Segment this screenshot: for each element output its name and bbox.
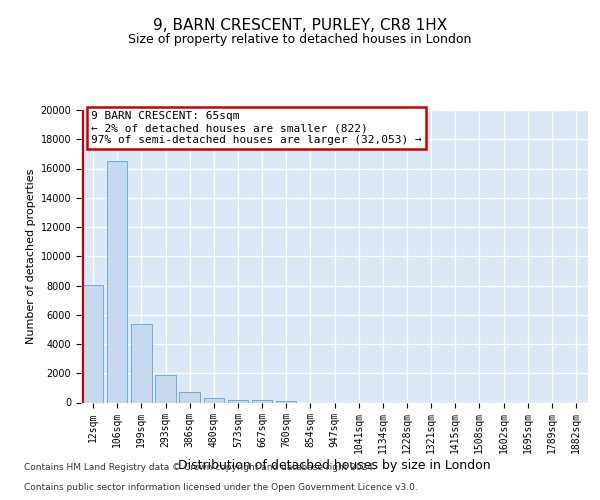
Bar <box>203 398 224 402</box>
Bar <box>252 400 272 402</box>
Y-axis label: Number of detached properties: Number of detached properties <box>26 168 37 344</box>
Bar <box>83 285 103 403</box>
Text: 9 BARN CRESCENT: 65sqm
← 2% of detached houses are smaller (822)
97% of semi-det: 9 BARN CRESCENT: 65sqm ← 2% of detached … <box>91 112 422 144</box>
Text: Contains public sector information licensed under the Open Government Licence v3: Contains public sector information licen… <box>24 484 418 492</box>
Text: 9, BARN CRESCENT, PURLEY, CR8 1HX: 9, BARN CRESCENT, PURLEY, CR8 1HX <box>153 18 447 32</box>
Bar <box>107 161 127 402</box>
Bar <box>155 376 176 402</box>
Bar <box>131 324 152 402</box>
Bar <box>227 400 248 402</box>
Bar <box>276 400 296 402</box>
Bar <box>179 392 200 402</box>
X-axis label: Distribution of detached houses by size in London: Distribution of detached houses by size … <box>178 459 491 472</box>
Text: Contains HM Land Registry data © Crown copyright and database right 2024.: Contains HM Land Registry data © Crown c… <box>24 464 376 472</box>
Text: Size of property relative to detached houses in London: Size of property relative to detached ho… <box>128 32 472 46</box>
